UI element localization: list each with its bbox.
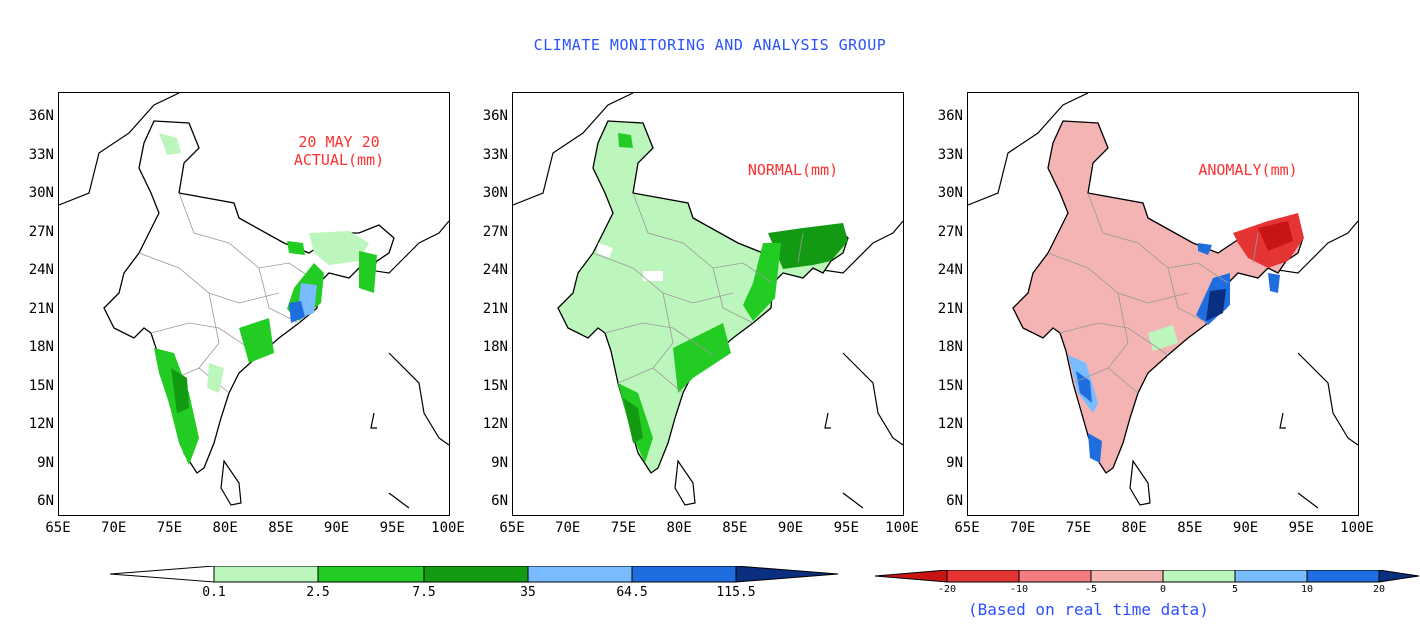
page-title: CLIMATE MONITORING AND ANALYSIS GROUP	[533, 36, 887, 54]
x-tick-label: 100E	[885, 520, 919, 536]
y-tick-label: 30N	[482, 185, 508, 201]
panel-title-normal: NORMAL(mm)	[747, 161, 839, 179]
india-outline	[103, 120, 395, 474]
y-tick-label: 36N	[482, 108, 508, 124]
india-map-anomaly	[968, 93, 1358, 509]
colorbar-rainfall	[110, 566, 839, 583]
x-tick-label: 70E	[1010, 520, 1036, 536]
y-tick-label: 24N	[28, 262, 54, 278]
colorbar-anomaly-label: 10	[1300, 584, 1314, 595]
x-tick-label: 95E	[379, 520, 405, 536]
y-tick-label: 21N	[482, 300, 508, 317]
y-tick-label: 24N	[937, 262, 963, 278]
x-tick-label: 100E	[1340, 520, 1374, 536]
y-tick-label: 33N	[28, 146, 54, 163]
colorbar-note: (Based on real time data)	[968, 600, 1209, 619]
x-tick-label: 80E	[666, 520, 692, 536]
panel-title-actual: 20 MAY 20 ACTUAL(mm)	[293, 133, 385, 169]
india-map-actual	[59, 93, 449, 509]
map-frame-anomaly: ANOMALY(mm)	[967, 92, 1359, 516]
panel-title-anomaly: ANOMALY(mm)	[1198, 161, 1298, 179]
colorbar-rainfall-label: 7.5	[412, 585, 436, 600]
x-tick-label: 90E	[1232, 520, 1259, 536]
x-tick-label: 90E	[777, 520, 804, 536]
y-tick-label: 18N	[482, 339, 508, 355]
x-tick-label: 85E	[1177, 520, 1203, 536]
x-tick-label: 70E	[555, 520, 581, 536]
colorbar-rainfall-label: 0.1	[202, 585, 226, 600]
y-tick-label: 9N	[491, 454, 508, 471]
map-frame-actual: 20 MAY 20 ACTUAL(mm)	[58, 92, 450, 516]
x-tick-label: 85E	[268, 520, 294, 536]
x-tick-label: 65E	[45, 520, 71, 536]
y-tick-label: 27N	[937, 223, 963, 240]
x-tick-label: 85E	[722, 520, 748, 536]
x-tick-label: 75E	[1065, 520, 1092, 536]
x-tick-label: 70E	[101, 520, 127, 536]
colorbar-rainfall-label: 2.5	[306, 585, 330, 600]
y-tick-label: 6N	[491, 493, 508, 509]
map-panel-actual: 20 MAY 20 ACTUAL(mm)	[58, 92, 450, 516]
x-tick-label: 75E	[156, 520, 183, 536]
y-tick-label: 9N	[37, 454, 54, 471]
colorbar-anomaly-label: -20	[937, 584, 957, 595]
colorbar-anomaly-label: -5	[1084, 584, 1098, 595]
y-tick-label: 30N	[937, 185, 963, 201]
y-tick-label: 6N	[37, 493, 54, 509]
y-tick-label: 33N	[937, 146, 963, 163]
y-tick-label: 24N	[482, 262, 508, 278]
y-tick-label: 12N	[937, 416, 963, 432]
y-tick-label: 27N	[28, 223, 54, 240]
colorbar-anomaly-label: 5	[1231, 584, 1239, 595]
x-tick-label: 80E	[1121, 520, 1147, 536]
x-tick-label: 90E	[323, 520, 350, 536]
x-tick-label: 100E	[431, 520, 465, 536]
colorbar-anomaly-label: -10	[1009, 584, 1029, 595]
x-tick-label: 95E	[833, 520, 859, 536]
x-tick-label: 75E	[610, 520, 637, 536]
y-tick-label: 33N	[482, 146, 508, 163]
map-panel-anomaly: ANOMALY(mm)	[967, 92, 1359, 516]
x-tick-label: 65E	[954, 520, 980, 536]
x-tick-label: 80E	[212, 520, 238, 536]
y-tick-label: 36N	[937, 108, 963, 124]
y-tick-label: 15N	[937, 377, 963, 394]
map-panel-normal: NORMAL(mm)	[512, 92, 904, 516]
colorbar-anomaly-label: 0	[1159, 584, 1167, 595]
colorbar-anomaly-label: 20	[1372, 584, 1386, 595]
y-tick-label: 15N	[28, 377, 54, 394]
y-tick-label: 18N	[28, 339, 54, 355]
y-tick-label: 21N	[28, 300, 54, 317]
colorbar-rainfall-label: 35	[520, 585, 536, 600]
y-tick-label: 6N	[946, 493, 963, 509]
y-tick-label: 21N	[937, 300, 963, 317]
y-tick-label: 36N	[28, 108, 54, 124]
y-tick-label: 18N	[937, 339, 963, 355]
y-tick-label: 30N	[28, 185, 54, 201]
y-tick-label: 12N	[482, 416, 508, 432]
colorbar-rainfall-label: 115.5	[716, 585, 756, 600]
y-tick-label: 15N	[482, 377, 508, 394]
x-tick-label: 65E	[499, 520, 525, 536]
india-map-normal	[513, 93, 903, 509]
colorbar-anomaly	[875, 570, 1420, 583]
y-tick-label: 9N	[946, 454, 963, 471]
x-tick-label: 95E	[1288, 520, 1314, 536]
colorbar-rainfall-label: 64.5	[616, 585, 648, 600]
y-tick-label: 12N	[28, 416, 54, 432]
map-frame-normal: NORMAL(mm)	[512, 92, 904, 516]
y-tick-label: 27N	[482, 223, 508, 240]
